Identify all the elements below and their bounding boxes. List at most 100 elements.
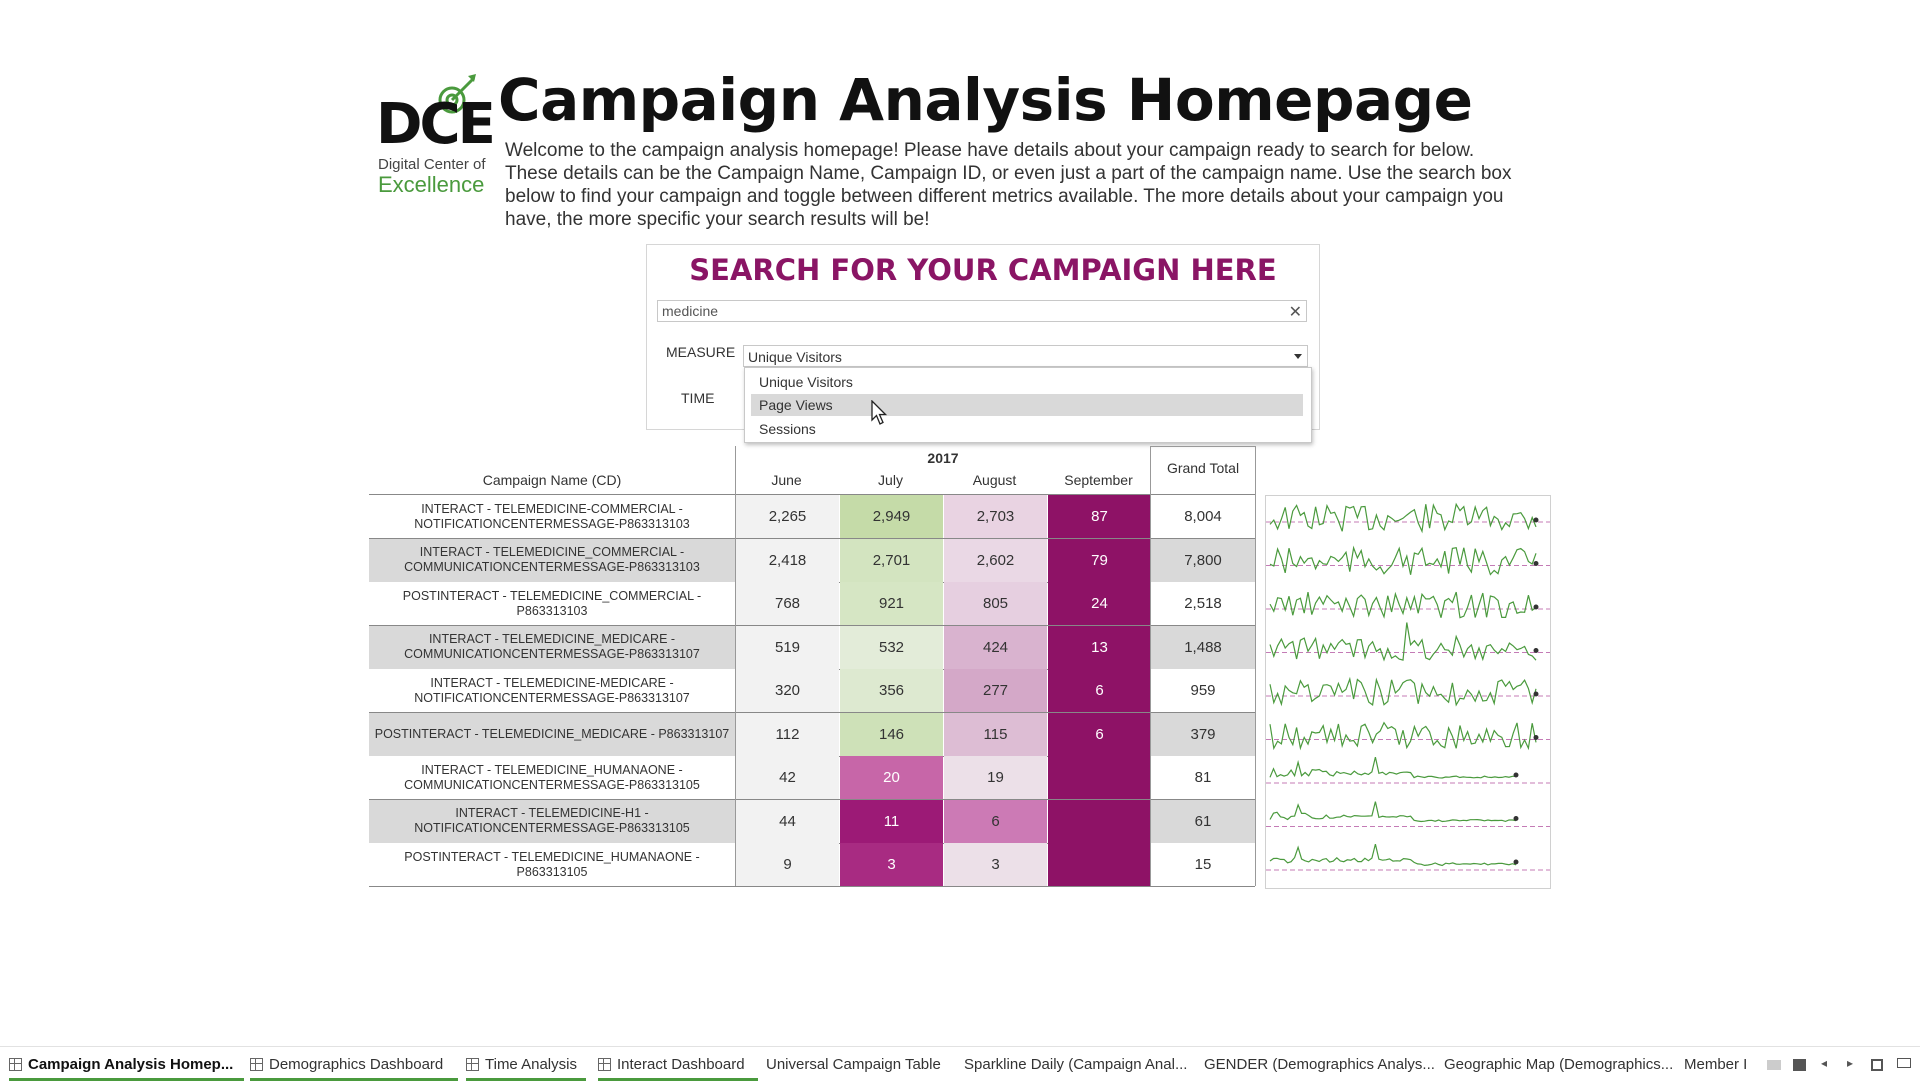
sparkline — [1266, 756, 1550, 784]
target-arrow-icon — [438, 74, 476, 114]
campaign-name-cell: INTERACT - TELEMEDICINE-MEDICARE - NOTIF… — [414, 675, 690, 705]
value-cell: 320 — [736, 669, 839, 712]
grand-total-cell: 81 — [1194, 769, 1212, 786]
option-page-views[interactable]: Page Views — [751, 394, 1303, 416]
intro-text: Welcome to the campaign analysis homepag… — [505, 140, 1512, 230]
table-row[interactable]: INTERACT - TELEMEDICINE_HUMANAONE - COMM… — [369, 756, 1255, 800]
measure-label: MEASURE — [666, 344, 736, 360]
tab-campaign-analysis-homepage[interactable]: Campaign Analysis Homep... — [9, 1047, 244, 1081]
sparkline — [1266, 801, 1550, 827]
tab-time-analysis[interactable]: Time Analysis — [466, 1047, 586, 1081]
value-cell: 2,418 — [736, 538, 839, 582]
col-june: June — [771, 472, 802, 488]
grand-total-cell: 15 — [1194, 856, 1212, 873]
value-cell: 768 — [736, 582, 839, 625]
sparkline — [1266, 676, 1550, 707]
tab-geographic-map[interactable]: Geographic Map (Demographics... — [1444, 1047, 1673, 1081]
value-cell: 9 — [736, 843, 839, 886]
filmstrip-icon[interactable] — [1793, 1059, 1806, 1071]
value-cell: 13 — [1048, 625, 1151, 669]
sparkline — [1266, 545, 1550, 576]
close-icon[interactable]: ✕ — [1288, 302, 1302, 321]
value-cell: 532 — [840, 625, 943, 669]
search-panel-title: SEARCH FOR YOUR CAMPAIGN HERE — [689, 253, 1277, 287]
table-row[interactable]: INTERACT - TELEMEDICINE-H1 - NOTIFICATIO… — [369, 799, 1255, 844]
value-cell: 2,949 — [840, 495, 943, 538]
value-cell: 2,602 — [944, 538, 1047, 582]
tab-label: Geographic Map (Demographics... — [1444, 1055, 1674, 1073]
fullscreen-icon[interactable] — [1871, 1059, 1883, 1071]
tab-gender[interactable]: GENDER (Demographics Analys... — [1204, 1047, 1435, 1081]
value-cell: 805 — [944, 582, 1047, 625]
grand-total-cell: 2,518 — [1184, 595, 1222, 612]
tab-label: Sparkline Daily (Campaign Anal... — [964, 1055, 1188, 1073]
next-tab-icon[interactable]: ▸ — [1847, 1056, 1854, 1070]
tab-interact-dashboard[interactable]: Interact Dashboard — [598, 1047, 758, 1081]
grid-view-icon[interactable] — [1767, 1060, 1781, 1070]
table-row[interactable]: POSTINTERACT - TELEMEDICINE_COMMERCIAL -… — [369, 582, 1255, 626]
value-cell — [1048, 756, 1151, 799]
measure-selected-value: Unique Visitors — [748, 349, 842, 365]
value-cell: 6 — [944, 799, 1047, 843]
table-row[interactable]: INTERACT - TELEMEDICINE-COMMERCIAL - NOT… — [369, 495, 1255, 539]
measure-options-list: Unique Visitors Page Views Sessions — [744, 367, 1312, 443]
dashboard-icon — [9, 1057, 22, 1071]
table-row[interactable]: POSTINTERACT - TELEMEDICINE_MEDICARE - P… — [369, 712, 1255, 757]
col-august: August — [972, 472, 1017, 488]
value-cell: 79 — [1048, 538, 1151, 582]
presentation-icon[interactable] — [1897, 1058, 1911, 1068]
campaign-name-cell: POSTINTERACT - TELEMEDICINE_MEDICARE - P… — [374, 726, 730, 741]
tab-label: Campaign Analysis Homep... — [28, 1055, 234, 1073]
tab-label: Time Analysis — [485, 1055, 577, 1073]
logo-tagline-excellence: Excellence — [378, 172, 485, 197]
value-cell: 87 — [1048, 495, 1151, 538]
row-header: Campaign Name (CD) — [482, 472, 622, 488]
value-cell: 3 — [840, 843, 943, 886]
col-july: July — [878, 472, 903, 488]
value-cell: 112 — [736, 712, 839, 756]
value-cell: 115 — [944, 712, 1047, 756]
tab-universal-campaign-table[interactable]: Universal Campaign Table — [766, 1047, 941, 1081]
dce-logo: DCE Digital Center of Excellence — [376, 74, 496, 197]
measure-dropdown[interactable]: Unique Visitors — [743, 345, 1308, 367]
campaign-name-cell: POSTINTERACT - TELEMEDICINE_HUMANAONE - … — [404, 849, 700, 879]
campaign-name-cell: INTERACT - TELEMEDICINE_COMMERCIAL - COM… — [404, 545, 700, 574]
tab-label: Demographics Dashboard — [269, 1055, 444, 1073]
table-row[interactable]: INTERACT - TELEMEDICINE_MEDICARE - COMMU… — [369, 625, 1255, 670]
value-cell: 20 — [840, 756, 943, 799]
table-row[interactable]: INTERACT - TELEMEDICINE-MEDICARE - NOTIF… — [369, 669, 1255, 713]
col-grand-total: Grand Total — [1166, 460, 1240, 476]
page-title: Campaign Analysis Homepage — [498, 66, 1473, 134]
campaign-name-cell: INTERACT - TELEMEDICINE-H1 - NOTIFICATIO… — [414, 806, 690, 835]
value-cell: 24 — [1048, 582, 1151, 625]
sparkline — [1266, 622, 1550, 662]
grand-total-cell: 61 — [1194, 812, 1212, 830]
search-input[interactable]: medicine ✕ — [657, 300, 1307, 322]
grand-total-cell: 8,004 — [1184, 508, 1222, 525]
sheet-tab-bar: Campaign Analysis Homep... Demographics … — [0, 1046, 1920, 1081]
logo-tagline: Digital Center of — [378, 156, 486, 173]
tab-member[interactable]: Member I — [1684, 1047, 1747, 1081]
chevron-down-icon[interactable] — [1294, 354, 1302, 359]
value-cell: 356 — [840, 669, 943, 712]
option-unique-visitors[interactable]: Unique Visitors — [759, 374, 853, 390]
mouse-pointer-icon — [871, 400, 888, 425]
dashboard-icon — [250, 1057, 263, 1071]
value-cell: 2,701 — [840, 538, 943, 582]
value-cell: 42 — [736, 756, 839, 799]
tab-demographics-dashboard[interactable]: Demographics Dashboard — [250, 1047, 458, 1081]
table-row[interactable]: INTERACT - TELEMEDICINE_COMMERCIAL - COM… — [369, 538, 1255, 583]
tab-label: Member I — [1684, 1055, 1748, 1073]
value-cell: 519 — [736, 625, 839, 669]
dashboard-icon — [598, 1057, 611, 1071]
option-sessions[interactable]: Sessions — [759, 421, 816, 437]
table-row[interactable]: POSTINTERACT - TELEMEDICINE_HUMANAONE - … — [369, 843, 1255, 887]
value-cell: 11 — [840, 799, 943, 843]
tab-label: GENDER (Demographics Analys... — [1204, 1055, 1435, 1073]
campaign-name-cell: INTERACT - TELEMEDICINE_HUMANAONE - COMM… — [404, 762, 700, 792]
prev-tab-icon[interactable]: ◂ — [1821, 1056, 1828, 1070]
grand-total-cell: 1,488 — [1184, 638, 1222, 656]
col-september: September — [1064, 472, 1133, 488]
value-cell: 19 — [944, 756, 1047, 799]
tab-sparkline-daily[interactable]: Sparkline Daily (Campaign Anal... — [964, 1047, 1187, 1081]
